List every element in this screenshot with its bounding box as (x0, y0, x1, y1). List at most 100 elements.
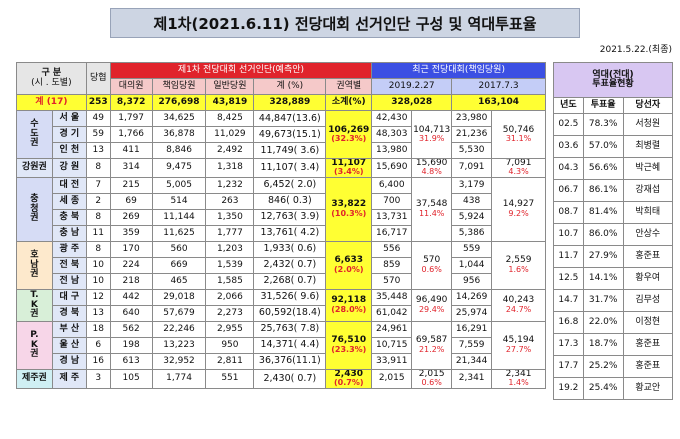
table-cell: 11,107( 3.4) (253, 158, 327, 178)
side-subtitle-text: 투표율현황 (592, 79, 634, 89)
region-label: 강원권 (16, 158, 53, 178)
table-cell: 25,763( 7.8) (253, 320, 327, 338)
table-cell: 276,698 (151, 94, 207, 111)
table-row: 08.7 81.4% 박희태 (553, 201, 674, 224)
city-label: 경 북 (51, 304, 87, 322)
table-cell: 27.9% (582, 245, 624, 268)
table-cell: 2,811 (205, 352, 255, 370)
city-label: 경 남 (51, 352, 87, 370)
table-cell: 442 (109, 288, 153, 306)
header-row: 구 분 (시 . 도별) 당협 제1차 전당대회 선거인단(예측안) 최근 전당대회(책… (16, 62, 546, 95)
city-label: 제 주 (51, 368, 87, 389)
group2-header: 최근 전당대회(책임당원) (371, 62, 546, 79)
table-cell: 14,371( 4.4) (253, 336, 327, 354)
percent-text: 9.2% (508, 208, 529, 218)
table-row: 10.7 86.0% 안상수 (553, 223, 674, 246)
regional-subtotal: 92,118 (28.0%) (325, 288, 373, 322)
table-cell: 559 (451, 240, 493, 258)
table-row: P.K권 부 산 18 562 22,246 2,955 25,763( 7.8) 76,51… (16, 320, 546, 370)
table-cell: 32,952 (151, 352, 207, 370)
table-cell: 강재섭 (622, 179, 674, 202)
value-text: 92,118 (331, 295, 367, 306)
table-cell: 13,731 (371, 208, 413, 226)
table-cell: 215 (109, 176, 153, 194)
table-cell: 13 (85, 304, 111, 322)
percent-text: 0.6% (421, 378, 442, 388)
region-name: 호 남 권 (30, 250, 39, 280)
table-cell: 31.7% (582, 289, 624, 312)
table-cell: 218 (109, 272, 153, 290)
regional-2017: 2,341 1.4% (491, 368, 546, 389)
table-cell: 8 (85, 240, 111, 258)
regional-subtotal: 106,269 (32.3%) (325, 110, 373, 159)
table-cell: 700 (371, 192, 413, 210)
table-cell: 김무성 (622, 289, 674, 312)
table-cell: 438 (451, 192, 493, 210)
table-cell: 11,625 (151, 224, 207, 242)
percent-text: 31.9% (418, 134, 445, 144)
table-cell: 86.0% (582, 223, 624, 246)
regional-2017: 50,746 31.1% (491, 110, 546, 159)
table-cell: 10 (85, 256, 111, 274)
percent-text: (10.3%) (331, 208, 367, 218)
table-row: 02.5 78.3% 서청원 (553, 113, 674, 136)
table-cell: 31,526( 9.6) (253, 288, 327, 306)
table-cell: 1,044 (451, 256, 493, 274)
city-label: 세 종 (51, 192, 87, 210)
city-label: 인 천 (51, 142, 87, 159)
table-cell: 08.7 (553, 201, 584, 224)
chapters-header: 당협 (85, 62, 111, 95)
table-cell: 86.1% (582, 179, 624, 202)
table-cell: 1,539 (205, 256, 255, 274)
region-label: 제주권 (16, 368, 53, 389)
table-row: 경 북 13 640 57,679 2,273 60,592(18.4) 61,042 25,… (17, 304, 546, 322)
table-cell: 14,269 (451, 288, 493, 306)
table-cell: 6,452( 2.0) (253, 176, 327, 194)
table-cell: 8,425 (205, 110, 255, 127)
table-cell: 서청원 (622, 113, 674, 136)
region-name: 강원권 (22, 162, 47, 173)
table-cell: 328,889 (253, 94, 327, 111)
regional-subtotal: 11,107 (3.4%) (325, 158, 373, 178)
value-text: 6,633 (334, 255, 363, 266)
value-text: 40,243 (502, 295, 535, 306)
table-cell: 570 (371, 272, 413, 290)
table-cell: 556 (371, 240, 413, 258)
table-row: 03.6 57.0% 최병렬 (553, 135, 674, 158)
table-cell: 1,933( 0.6) (253, 240, 327, 258)
table-cell: 2,430( 0.7) (253, 368, 327, 389)
city-label: 대 전 (51, 176, 87, 194)
table-cell: 21,236 (451, 126, 493, 143)
side-title-text: 역대(전대) (592, 69, 634, 80)
table-cell: 최병렬 (622, 135, 674, 158)
city-label: 대 구 (51, 288, 87, 306)
table-cell: 35,448 (371, 288, 413, 306)
turnout-table: 역대(전대) 투표율현황 년도 투표율 당선자 02.5 78.3% 서청원 03.6 57.0%… (553, 62, 674, 400)
regional-2019: 15,690 4.8% (411, 158, 453, 178)
value-text: 76,510 (331, 335, 367, 346)
percent-text: 4.3% (508, 167, 529, 177)
percent-text: 4.8% (421, 167, 442, 177)
table-cell: 5,924 (451, 208, 493, 226)
regional-2017: 45,194 27.7% (491, 320, 546, 370)
table-cell: 2,492 (205, 142, 255, 159)
value-text: 570 (423, 255, 441, 266)
percent-text: (2.0%) (334, 264, 364, 274)
regional-subtotal: 33,822 (10.3%) (325, 176, 373, 242)
table-cell: 1,350 (205, 208, 255, 226)
table-row: 17.7 25.2% 홍준표 (553, 355, 674, 378)
table-cell: 859 (371, 256, 413, 274)
table-row: 충 남 11 359 11,625 1,777 13,761( 4.2) 16,717 5,3… (17, 224, 546, 242)
percent-text: 21.2% (418, 344, 445, 354)
table-cell: 49,673(15.1) (253, 126, 327, 143)
table-cell: 314 (109, 158, 153, 178)
percent-text: 11.4% (418, 208, 445, 218)
table-row: 16.8 22.0% 이정현 (553, 311, 674, 334)
side-title: 역대(전대) 투표율현황 (553, 62, 673, 98)
value-text: 50,746 (502, 124, 535, 135)
city-label: 전 남 (51, 272, 87, 290)
table-row: 전 남 10 218 465 1,585 2,268( 0.7) 570 956 (17, 272, 546, 290)
table-cell: 16 (85, 352, 111, 370)
table-cell: 홍준표 (622, 245, 674, 268)
region-label: P.K권 (16, 320, 53, 370)
